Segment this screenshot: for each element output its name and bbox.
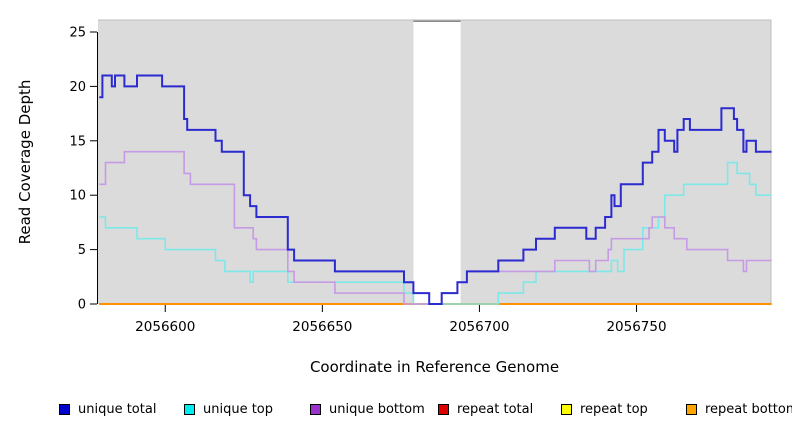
y-tick-label: 5 bbox=[78, 243, 86, 258]
series-unique-top bbox=[99, 161, 772, 305]
legend-item-repeat-bottom: repeat bottom bbox=[686, 398, 792, 420]
legend-item-repeat-top: repeat top bbox=[561, 398, 648, 420]
legend-label-unique-bottom: unique bottom bbox=[329, 401, 425, 417]
legend-item-repeat-total: repeat total bbox=[438, 398, 533, 420]
y-tick-label: 0 bbox=[78, 298, 86, 313]
series-unique-total bbox=[99, 74, 772, 305]
legend-item-unique-total: unique total bbox=[59, 398, 156, 420]
legend-label-repeat-total: repeat total bbox=[457, 401, 534, 417]
legend-label-unique-total: unique total bbox=[78, 401, 157, 417]
x-tick-label: 2056600 bbox=[135, 319, 195, 335]
coverage-gap-band-cap bbox=[413, 20, 461, 22]
legend-swatch-unique-top bbox=[184, 403, 195, 415]
legend-item-unique-top: unique top bbox=[184, 398, 273, 420]
y-axis-title: Read Coverage Depth bbox=[16, 80, 34, 245]
y-tick-label: 10 bbox=[69, 189, 86, 204]
legend-label-repeat-bottom: repeat bottom bbox=[705, 401, 792, 417]
x-axis-title: Coordinate in Reference Genome bbox=[310, 358, 559, 376]
x-tick-label: 2056750 bbox=[606, 319, 666, 335]
legend-label-unique-top: unique top bbox=[203, 401, 274, 417]
legend-swatch-repeat-bottom bbox=[686, 403, 697, 415]
x-tick-label: 2056700 bbox=[449, 319, 509, 335]
legend-swatch-repeat-top bbox=[561, 403, 572, 415]
legend-swatch-unique-bottom bbox=[310, 403, 321, 415]
legend-swatch-unique-total bbox=[59, 403, 70, 415]
legend-swatch-repeat-total bbox=[438, 403, 449, 415]
plot-border bbox=[98, 19, 772, 304]
x-tick-label: 2056650 bbox=[292, 319, 352, 335]
legend-label-repeat-top: repeat top bbox=[580, 401, 648, 417]
y-tick-label: 20 bbox=[69, 80, 86, 95]
legend-item-unique-bottom: unique bottom bbox=[310, 398, 425, 420]
y-tick-label: 15 bbox=[69, 134, 86, 149]
y-tick-label: 25 bbox=[69, 26, 86, 41]
coverage-gap-band bbox=[413, 22, 461, 304]
chart-legend: unique total unique top unique bottom repea… bbox=[0, 398, 792, 422]
